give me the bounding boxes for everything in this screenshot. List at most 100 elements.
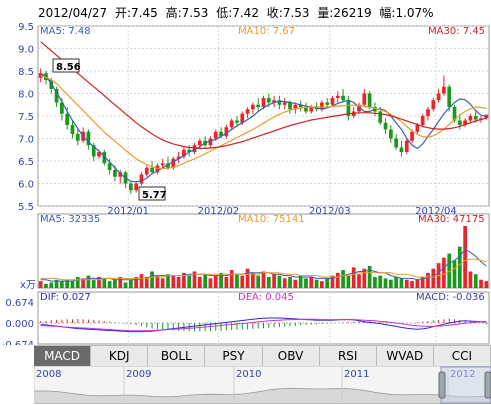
quote-close: 收:7.53 bbox=[266, 6, 310, 20]
volume-bar bbox=[484, 281, 489, 288]
volume-ma30-label: MA30: 47175 bbox=[418, 214, 485, 225]
volume-bar bbox=[457, 246, 462, 288]
candle-body bbox=[447, 86, 452, 107]
volume-bar bbox=[404, 279, 409, 288]
volume-bar bbox=[160, 278, 165, 288]
candle-body bbox=[240, 113, 245, 123]
candle-body bbox=[54, 89, 59, 103]
candle-body bbox=[362, 93, 367, 105]
candle-body bbox=[473, 116, 478, 120]
volume-bar bbox=[44, 283, 48, 288]
volume-bar bbox=[351, 267, 356, 288]
candle-body bbox=[107, 163, 112, 170]
macd-tick-label: 0.000 bbox=[5, 319, 34, 330]
quote-date: 2012/04/27 bbox=[38, 6, 108, 20]
volume-bar bbox=[60, 281, 64, 288]
volume-bar bbox=[367, 265, 372, 288]
candle-body bbox=[304, 107, 308, 112]
tab-cci[interactable]: CCI bbox=[434, 346, 491, 366]
candle-body bbox=[468, 116, 473, 121]
volume-bar bbox=[447, 253, 452, 288]
volume-bar bbox=[330, 275, 335, 288]
candle-body bbox=[256, 104, 261, 107]
timeline-navigator[interactable]: 20082009201020112012 bbox=[34, 366, 491, 404]
candle-body bbox=[197, 140, 202, 146]
candle-body bbox=[160, 163, 165, 166]
candle-body bbox=[150, 167, 154, 173]
tab-wvad[interactable]: WVAD bbox=[377, 346, 434, 366]
volume-bar bbox=[426, 272, 430, 288]
volume-bar bbox=[341, 270, 345, 288]
volume-bar bbox=[197, 276, 202, 288]
stock-chart: 5.5 6.0 6.5 7.0 7.5 8.0 8.5 9.0 9.5 2012/01 2012/0… bbox=[2, 22, 490, 345]
volume-bar bbox=[187, 275, 192, 288]
tab-rsi[interactable]: RSI bbox=[320, 346, 377, 366]
volume-bar bbox=[452, 260, 457, 288]
volume-bar bbox=[81, 278, 85, 288]
candle-body bbox=[282, 102, 287, 105]
volume-bar bbox=[357, 274, 361, 288]
candle-body bbox=[102, 152, 107, 164]
macd-value-label: MACD: -0.036 bbox=[416, 292, 485, 303]
tab-macd[interactable]: MACD bbox=[34, 346, 92, 366]
price-tick-label: 8.5 bbox=[18, 67, 34, 78]
candle-body bbox=[394, 138, 399, 148]
volume-bar bbox=[325, 278, 330, 288]
volume-bar bbox=[266, 276, 271, 288]
navigator-year-label: 2010 bbox=[236, 369, 261, 380]
navigator-right-handle[interactable] bbox=[484, 371, 491, 399]
volume-bar bbox=[192, 271, 197, 288]
volume-bar bbox=[298, 275, 303, 288]
candle-body bbox=[388, 129, 393, 139]
volume-bar bbox=[245, 268, 250, 288]
candle-body bbox=[410, 131, 414, 141]
candle-body bbox=[325, 102, 330, 105]
volume-bar bbox=[75, 276, 80, 288]
volume-bar bbox=[38, 281, 43, 288]
candle-body bbox=[277, 100, 282, 105]
tab-obv[interactable]: OBV bbox=[263, 346, 320, 366]
volume-bar bbox=[335, 272, 340, 288]
volume-bar bbox=[251, 272, 255, 288]
ma30-line bbox=[40, 41, 487, 149]
ma10-line bbox=[40, 74, 487, 170]
candle-body bbox=[91, 145, 96, 157]
candle-body bbox=[208, 138, 213, 146]
candle-body bbox=[479, 118, 483, 120]
volume-bar bbox=[134, 276, 139, 288]
volume-bar bbox=[442, 257, 446, 288]
candle-body bbox=[426, 109, 430, 116]
tab-psy[interactable]: PSY bbox=[205, 346, 263, 366]
volume-bar bbox=[107, 281, 112, 288]
ma5-line bbox=[40, 73, 487, 183]
candle-body bbox=[65, 113, 70, 125]
price-ma30-label: MA30: 7.45 bbox=[428, 26, 485, 37]
volume-bar bbox=[399, 278, 404, 288]
candle-body bbox=[367, 93, 372, 107]
navigator-left-handle[interactable] bbox=[438, 371, 446, 399]
volume-bar bbox=[224, 276, 229, 288]
volume-bar bbox=[420, 276, 425, 288]
candle-body bbox=[442, 86, 446, 94]
volume-bar bbox=[431, 268, 436, 288]
candle-body bbox=[235, 120, 239, 123]
volume-bar bbox=[362, 268, 367, 288]
price-tick-label: 7.0 bbox=[18, 135, 34, 146]
quote-open: 开:7.45 bbox=[115, 6, 158, 20]
tab-boll[interactable]: BOLL bbox=[148, 346, 206, 366]
navigator-selection[interactable] bbox=[440, 366, 491, 404]
indicator-tab-bar: MACD KDJ BOLL PSY OBV RSI WVAD CCI bbox=[34, 345, 491, 367]
volume-unit-label: x万 bbox=[20, 280, 36, 291]
volume-bar bbox=[473, 274, 478, 288]
volume-bar bbox=[288, 276, 292, 288]
volume-bar bbox=[373, 276, 377, 288]
volume-bar bbox=[86, 275, 91, 288]
volume-bar bbox=[166, 274, 170, 288]
volume-bar bbox=[314, 279, 319, 288]
volume-bar bbox=[410, 281, 414, 288]
volume-bar bbox=[293, 279, 298, 288]
candle-body bbox=[272, 100, 276, 103]
navigator-year-label: 2009 bbox=[126, 369, 151, 380]
tab-kdj[interactable]: KDJ bbox=[91, 346, 149, 366]
candle-body bbox=[182, 149, 186, 157]
